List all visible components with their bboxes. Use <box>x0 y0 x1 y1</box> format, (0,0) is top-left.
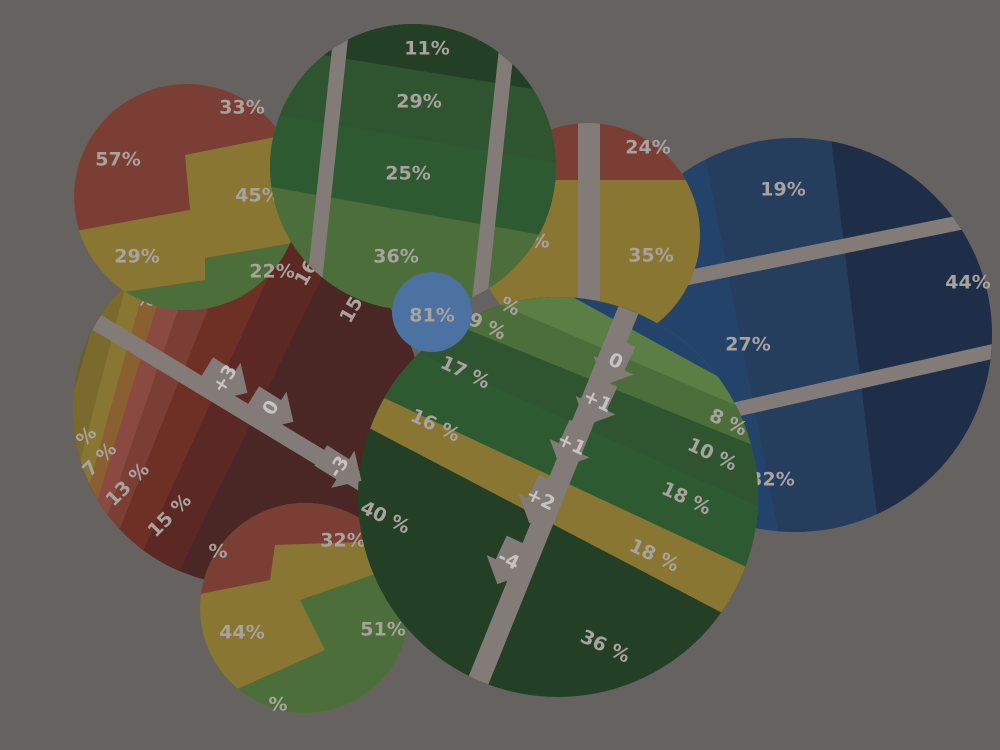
blue-label-3: 27% <box>725 334 770 356</box>
tl-label-2: 33% <box>219 97 264 119</box>
blue-label-1: 19% <box>760 179 805 201</box>
bottom-label-5: % <box>268 694 287 716</box>
bottom-label-2: 32% <box>320 530 365 552</box>
top-label-3: 25% <box>385 163 430 185</box>
top-label-4: 36% <box>373 246 418 268</box>
main-slider-arrows[interactable]: 0 +1 +1 +2 -4 <box>477 332 644 593</box>
top-green-circle[interactable]: 11% 29% 25% 36% <box>260 20 570 320</box>
center-label: 81% <box>409 305 454 327</box>
tl-label-1: 57% <box>95 149 140 171</box>
tl-label-5: 22% <box>249 261 294 283</box>
bottom-label-4: 51% <box>360 619 405 641</box>
small-right-label-1: 24% <box>625 137 670 159</box>
blue-label-2: 44% <box>945 272 990 294</box>
top-left-circle[interactable]: 57% 33% 45% 29% 22% <box>70 80 310 320</box>
tl-label-4: 29% <box>114 246 159 268</box>
small-right-label-2: 35% <box>628 245 673 267</box>
bottom-label-1: % <box>208 541 227 563</box>
top-label-2: 29% <box>396 91 441 113</box>
bottom-label-3: 44% <box>219 622 264 644</box>
blue-label-4: 32% <box>749 469 794 491</box>
center-circle[interactable]: 81% <box>392 272 472 352</box>
top-label-1: 11% <box>404 38 449 60</box>
tl-label-3: 45% <box>235 185 280 207</box>
